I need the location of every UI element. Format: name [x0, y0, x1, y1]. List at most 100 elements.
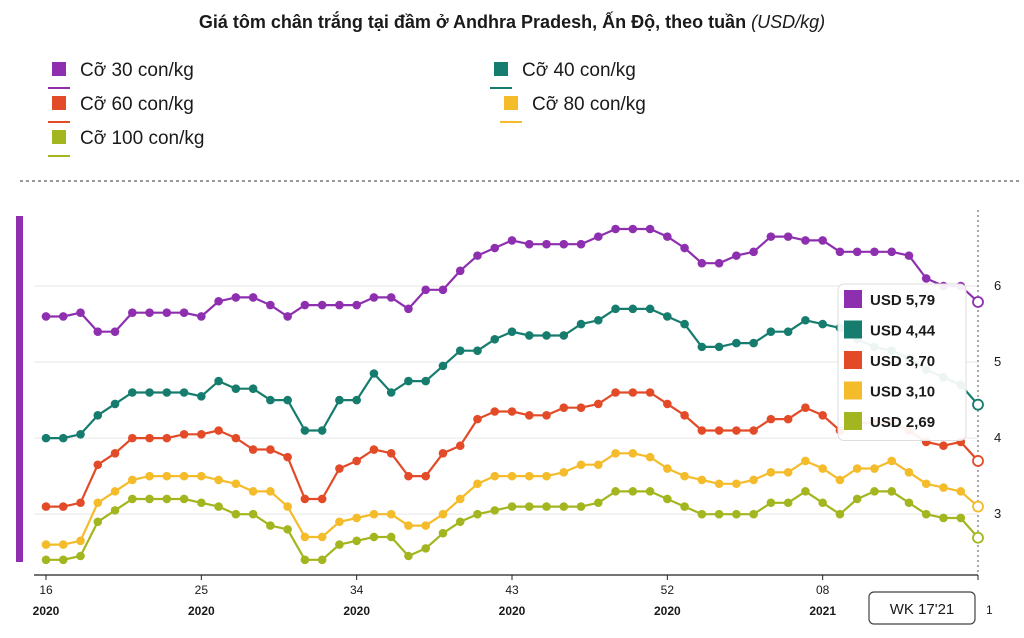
data-point — [714, 509, 724, 519]
data-point — [542, 502, 551, 511]
data-point — [749, 247, 758, 257]
data-point — [231, 509, 241, 519]
data-point — [404, 471, 413, 481]
data-point — [438, 509, 448, 519]
data-point — [283, 525, 292, 534]
data-point — [335, 540, 344, 549]
data-point — [76, 551, 85, 561]
data-point — [611, 449, 620, 458]
data-point — [835, 475, 845, 485]
data-point — [214, 426, 223, 435]
data-point — [783, 414, 793, 424]
data-point — [852, 464, 862, 473]
data-point — [524, 502, 534, 511]
data-point — [697, 475, 707, 485]
data-point — [214, 376, 223, 386]
data-point — [559, 331, 569, 340]
data-point — [939, 513, 948, 523]
data-point — [559, 403, 569, 413]
data-point — [179, 430, 189, 439]
data-point — [542, 239, 551, 249]
data-point — [593, 460, 603, 470]
data-point — [231, 479, 241, 489]
data-point — [697, 509, 707, 519]
data-point — [335, 395, 344, 405]
data-point — [404, 376, 413, 386]
legend-label: Cỡ 60 con/kg — [80, 94, 194, 115]
data-point — [904, 498, 914, 508]
data-point — [231, 384, 241, 393]
data-point — [490, 334, 500, 344]
data-point — [179, 494, 189, 504]
legend-item: Cỡ 40 con/kg — [490, 60, 636, 89]
data-point — [127, 388, 137, 397]
legend-swatch — [52, 130, 66, 144]
data-point — [455, 494, 465, 504]
data-point — [870, 487, 879, 496]
data-point — [714, 426, 724, 435]
end-tag-label: USD 3,10 — [870, 384, 935, 401]
data-point — [197, 430, 206, 439]
data-point — [248, 445, 258, 454]
data-point — [179, 308, 189, 317]
data-point — [921, 479, 931, 489]
data-point — [576, 319, 586, 329]
data-point — [283, 395, 292, 405]
data-point — [507, 502, 517, 511]
chart-title: Giá tôm chân trắng tại đầm ở Andhra Prad… — [199, 11, 825, 32]
data-point — [421, 544, 431, 553]
data-point — [41, 540, 51, 549]
data-point — [835, 509, 845, 519]
data-point — [818, 411, 827, 420]
data-point — [490, 243, 500, 253]
data-point — [576, 502, 586, 511]
data-point — [145, 388, 154, 397]
data-point — [352, 300, 361, 310]
data-point — [266, 445, 275, 454]
data-point — [559, 502, 569, 511]
data-point — [593, 498, 603, 508]
y-axis: 3 4 5 6 — [977, 210, 1001, 575]
data-point — [714, 342, 724, 352]
data-point — [93, 498, 103, 508]
data-point — [732, 426, 741, 435]
x-tick-label: 34 — [350, 583, 364, 597]
data-point — [507, 327, 517, 336]
data-point — [438, 449, 448, 458]
data-point — [58, 502, 68, 511]
data-point — [783, 327, 793, 336]
end-tag-label: USD 3,70 — [870, 353, 935, 370]
data-point — [455, 266, 465, 276]
series-Cỡ 100 con/kg — [41, 487, 984, 565]
data-point — [524, 239, 534, 249]
data-point — [93, 460, 103, 470]
data-point — [386, 388, 396, 397]
data-point — [369, 369, 379, 378]
data-point — [663, 312, 672, 321]
data-point — [335, 300, 344, 310]
y-tick-label: 5 — [994, 354, 1001, 369]
data-point — [41, 555, 51, 565]
gridlines — [34, 285, 978, 515]
data-point — [645, 487, 655, 496]
x-tick-year: 2020 — [188, 604, 215, 618]
data-point — [783, 468, 793, 477]
legend-label: Cỡ 40 con/kg — [522, 60, 636, 81]
data-point — [300, 426, 310, 435]
end-tag-swatch — [844, 290, 862, 308]
data-point — [421, 521, 431, 530]
data-point — [801, 456, 810, 466]
data-point — [801, 236, 810, 245]
data-point — [645, 224, 655, 234]
data-point — [369, 445, 379, 454]
legend-item: Cỡ 80 con/kg — [500, 94, 646, 123]
series-Cỡ 30 con/kg — [41, 224, 984, 336]
data-point — [248, 509, 258, 519]
data-point — [507, 407, 517, 416]
data-point — [266, 300, 275, 310]
data-point — [162, 388, 172, 397]
data-point — [645, 388, 655, 397]
data-point — [58, 555, 68, 565]
data-point — [628, 388, 638, 397]
